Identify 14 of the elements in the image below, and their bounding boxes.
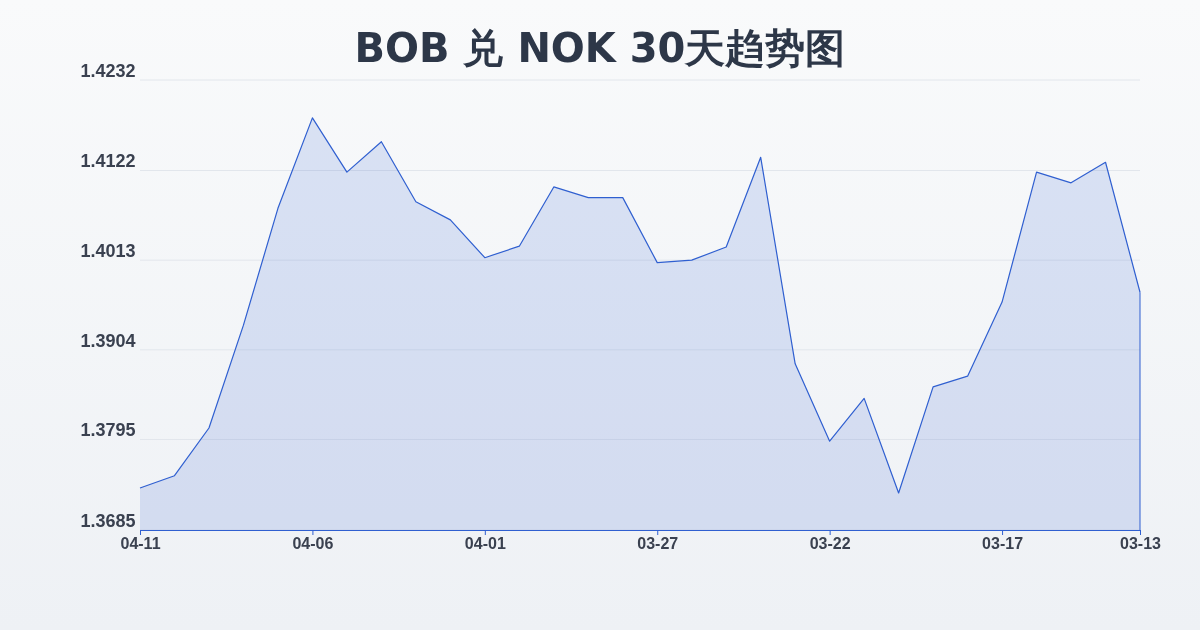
- x-tick-label: 03-13: [1120, 535, 1162, 553]
- y-tick-label: 1.3904: [80, 330, 136, 351]
- y-tick-label: 1.3795: [80, 420, 136, 441]
- chart-title: BOB 兑 NOK 30天趋势图: [354, 25, 846, 71]
- x-tick-label: 03-17: [982, 535, 1024, 553]
- x-tick-label: 04-06: [292, 535, 334, 553]
- y-tick-label: 1.4122: [80, 151, 136, 172]
- y-tick-label: 1.4232: [80, 60, 136, 81]
- x-tick-label: 03-27: [637, 535, 679, 553]
- x-tick-label: 03-22: [809, 535, 851, 553]
- x-tick-label: 04-11: [120, 535, 161, 553]
- y-tick-label: 1.4013: [80, 241, 136, 262]
- x-tick-label: 04-01: [464, 535, 506, 553]
- y-tick-label: 1.3685: [80, 510, 136, 531]
